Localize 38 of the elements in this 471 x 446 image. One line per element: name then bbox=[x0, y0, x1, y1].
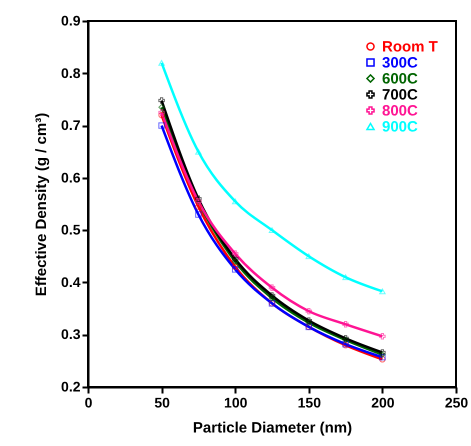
point bbox=[232, 250, 238, 257]
legend-label: 900C bbox=[382, 118, 418, 136]
point bbox=[195, 203, 202, 210]
y-tick-label: 0.8 bbox=[61, 64, 81, 81]
x-tick-label: 200 bbox=[371, 394, 395, 410]
point bbox=[342, 274, 349, 280]
legend-label: 700C bbox=[382, 86, 418, 104]
x-tick-label: 100 bbox=[224, 394, 248, 410]
x-tick-label: 50 bbox=[154, 394, 170, 410]
y-axis-title: Effective Density (g / cm³) bbox=[33, 112, 50, 296]
legend-label: Room T bbox=[382, 38, 438, 56]
y-tick-label: 0.2 bbox=[61, 378, 81, 394]
point bbox=[232, 198, 238, 204]
y-tick-label: 0.4 bbox=[61, 274, 81, 290]
point bbox=[306, 317, 312, 324]
point bbox=[306, 308, 312, 314]
point bbox=[232, 256, 238, 262]
legend-label: 300C bbox=[382, 54, 418, 72]
point bbox=[306, 253, 312, 260]
point bbox=[268, 294, 276, 302]
point bbox=[232, 258, 238, 265]
y-tick-label: 0.3 bbox=[61, 326, 81, 342]
point bbox=[342, 321, 349, 328]
y-tick-label: 0.9 bbox=[61, 12, 81, 28]
y-tick-label: 0.5 bbox=[61, 222, 81, 238]
x-axis-title: Particle Diameter (nm) bbox=[192, 420, 352, 436]
point bbox=[268, 292, 276, 299]
point bbox=[195, 148, 202, 155]
x-tick-label: 250 bbox=[444, 394, 468, 410]
legend-label: 600C bbox=[382, 70, 418, 88]
legend-label: 800C bbox=[382, 102, 418, 120]
x-tick-label: 150 bbox=[298, 394, 322, 410]
point bbox=[268, 227, 276, 234]
point bbox=[195, 211, 202, 218]
x-tick-label: 0 bbox=[84, 394, 93, 410]
y-tick-label: 0.7 bbox=[61, 117, 81, 134]
y-tick-label: 0.6 bbox=[61, 169, 81, 186]
point bbox=[268, 284, 276, 291]
